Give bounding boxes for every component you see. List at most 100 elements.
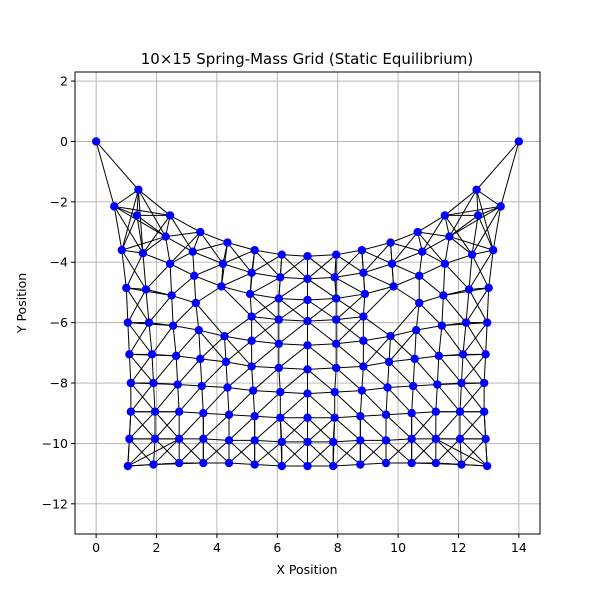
mass-node [224, 410, 234, 419]
mass-node [217, 282, 226, 291]
spring-line [130, 382, 154, 413]
mass-node [224, 436, 234, 445]
mass-node [360, 289, 370, 299]
mass-node [415, 298, 424, 308]
mass-node [167, 291, 176, 300]
spring-line [411, 438, 437, 464]
spring-line [251, 319, 280, 342]
spring-line [336, 316, 364, 321]
spring-line [254, 415, 281, 419]
spring-line [114, 205, 171, 216]
spring-line [336, 365, 364, 369]
mass-node [126, 378, 136, 388]
spring-line [251, 254, 283, 274]
x-tick-label: 10 [390, 540, 406, 555]
mass-node [149, 460, 158, 469]
spring-line [419, 263, 446, 277]
mass-node [199, 434, 208, 444]
spring-line [385, 438, 413, 464]
spring-line [202, 440, 230, 464]
spring-line [307, 369, 335, 393]
spring-line [199, 231, 224, 265]
spring-line [442, 263, 446, 296]
spring-line [280, 369, 308, 393]
mass-node [174, 458, 184, 468]
mass-node [481, 350, 490, 359]
mass-node [126, 407, 136, 416]
spring-line [476, 189, 502, 207]
mass-node [132, 211, 142, 220]
spring-line [113, 189, 139, 207]
spring-line [334, 249, 363, 278]
mass-node [407, 409, 416, 418]
spring-line [363, 286, 394, 317]
spring-line [307, 254, 337, 257]
spring-line [202, 438, 230, 464]
spring-line [307, 319, 337, 322]
spring-line [128, 322, 150, 355]
spring-line [145, 263, 171, 290]
spring-line [125, 287, 129, 323]
spring-line [414, 330, 417, 359]
spring-line [193, 275, 197, 304]
mass-node [303, 295, 312, 305]
mass-node [188, 247, 197, 256]
mass-node [277, 437, 287, 447]
spring-line [251, 343, 280, 367]
spring-line [138, 189, 171, 216]
spring-line [421, 236, 450, 253]
spring-line [390, 302, 420, 337]
mass-node [247, 268, 256, 278]
spring-line [333, 439, 361, 443]
spring-line [471, 215, 479, 255]
spring-line [332, 441, 361, 465]
mass-node [331, 363, 341, 373]
spring-line [461, 354, 487, 384]
spring-line [142, 236, 166, 254]
mass-node [168, 321, 178, 330]
spring-line [416, 325, 442, 331]
spring-line [165, 236, 171, 264]
spring-line [441, 295, 444, 326]
mass-node [220, 332, 229, 341]
spring-line [203, 438, 230, 441]
mass-node [303, 365, 312, 374]
spring-line [278, 343, 308, 346]
spring-line [251, 340, 279, 345]
spring-line [165, 236, 194, 253]
mass-node [277, 461, 287, 471]
mass-node [221, 357, 231, 367]
spring-line [177, 358, 201, 385]
spring-line [280, 391, 308, 395]
spring-line [442, 295, 467, 323]
spring-line [435, 411, 461, 440]
spring-line [364, 285, 394, 295]
spring-line [136, 215, 166, 237]
mass-node [328, 461, 338, 471]
mass-node [407, 458, 416, 468]
mass-node [381, 436, 391, 445]
mass-node [150, 407, 160, 416]
spring-line [476, 189, 494, 251]
spring-line [419, 294, 444, 304]
spring-line [444, 215, 473, 255]
spring-line [173, 325, 199, 331]
spring-line [363, 335, 391, 342]
spring-line [169, 251, 193, 265]
spring-line [177, 384, 180, 412]
spring-line [279, 393, 308, 419]
mass-node [303, 437, 312, 447]
mass-node [330, 387, 339, 397]
spring-line [468, 254, 473, 290]
mass-node [386, 238, 395, 247]
spring-line [488, 250, 494, 288]
spring-line [200, 358, 227, 363]
spring-line [477, 215, 494, 251]
mass-node [440, 211, 450, 220]
spring-line [360, 440, 387, 464]
mass-node [247, 362, 256, 371]
mass-node [110, 202, 119, 211]
mass-node [276, 413, 285, 422]
spring-line [148, 322, 153, 355]
spring-line [334, 276, 366, 295]
